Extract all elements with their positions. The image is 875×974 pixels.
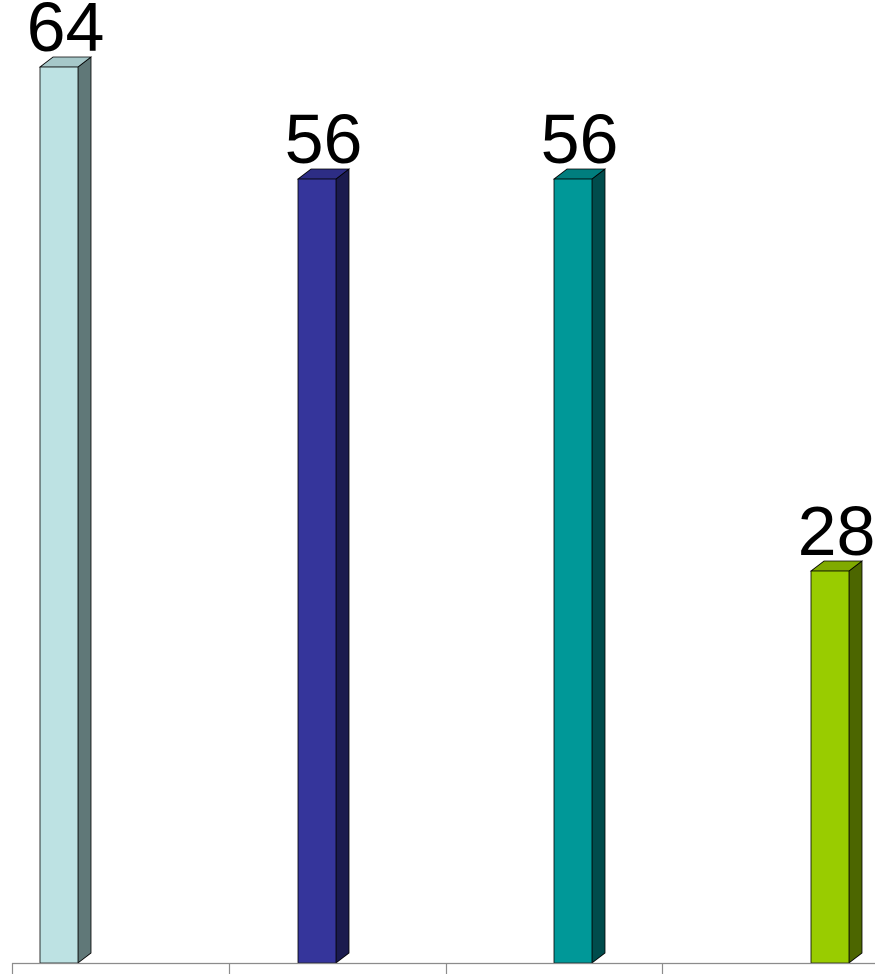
data-label-4: 28 <box>798 492 875 570</box>
bar-4-side <box>848 560 863 964</box>
data-label-3: 56 <box>541 100 619 178</box>
data-label-1: 64 <box>27 0 105 66</box>
x-axis <box>11 962 875 974</box>
bar-2-side <box>335 168 350 964</box>
bar-4-front <box>810 570 850 964</box>
bars-layer <box>38 56 864 964</box>
bar-2 <box>296 168 351 964</box>
bar-4 <box>809 560 864 964</box>
bar-1-front <box>39 66 79 964</box>
bar-3-front <box>553 178 593 964</box>
data-label-2: 56 <box>285 100 363 178</box>
bar-3 <box>552 168 607 964</box>
bar-1 <box>38 56 93 964</box>
bar-1-side <box>77 56 92 964</box>
bar-2-front <box>297 178 337 964</box>
bar-3-side <box>591 168 606 964</box>
data-labels-layer: 64 56 56 28 <box>27 0 875 570</box>
